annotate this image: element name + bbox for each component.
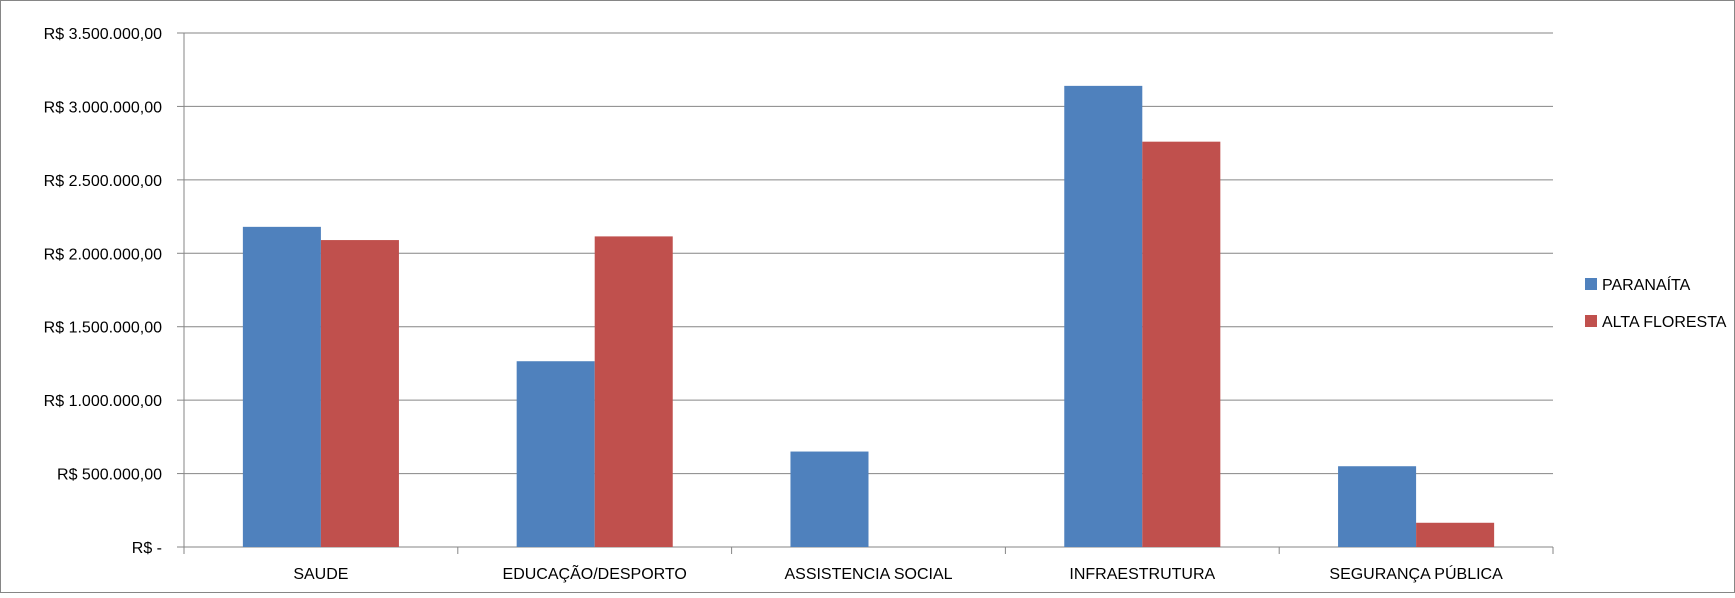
x-tick-label: SAUDE xyxy=(293,566,348,583)
bar xyxy=(1064,85,1143,548)
bars xyxy=(242,85,1495,548)
y-tick-label: R$ 500.000,00 xyxy=(57,467,162,484)
y-tick-label: R$ 1.500.000,00 xyxy=(44,320,162,337)
legend-label: ALTA FLORESTA xyxy=(1602,314,1727,331)
y-tick-label: R$ 1.000.000,00 xyxy=(44,393,162,410)
legend: PARANAÍTA ALTA FLORESTA xyxy=(1585,275,1727,331)
y-tick-label: R$ 3.000.000,00 xyxy=(44,99,162,116)
y-tick-label: R$ - xyxy=(132,540,162,557)
gridlines xyxy=(184,32,1553,475)
bar xyxy=(1142,141,1221,547)
bar xyxy=(242,226,321,547)
y-tick-label: R$ 3.500.000,00 xyxy=(44,26,162,43)
bar xyxy=(516,361,595,547)
legend-label: PARANAÍTA xyxy=(1602,275,1691,294)
bar xyxy=(320,240,399,547)
bar xyxy=(594,236,673,547)
y-tick-label: R$ 2.500.000,00 xyxy=(44,173,162,190)
legend-swatch xyxy=(1585,315,1597,327)
y-axis-tick-labels: R$ - R$ 500.000,00 R$ 1.000.000,00 R$ 1.500… xyxy=(44,26,162,557)
bar xyxy=(790,451,869,547)
x-tick-label: ASSISTENCIA SOCIAL xyxy=(784,566,952,583)
x-axis-tick-labels: SAUDE EDUCAÇÃO/DESPORTO ASSISTENCIA SOCIAL… xyxy=(293,563,1503,583)
y-tick-label: R$ 2.000.000,00 xyxy=(44,246,162,263)
legend-swatch xyxy=(1585,278,1597,290)
x-tick-label: EDUCAÇÃO/DESPORTO xyxy=(503,563,687,583)
bar xyxy=(1338,466,1417,547)
bar xyxy=(1416,522,1495,547)
x-tick-label: SEGURANÇA PÚBLICA xyxy=(1329,564,1503,583)
x-tick-label: INFRAESTRUTURA xyxy=(1069,566,1215,583)
